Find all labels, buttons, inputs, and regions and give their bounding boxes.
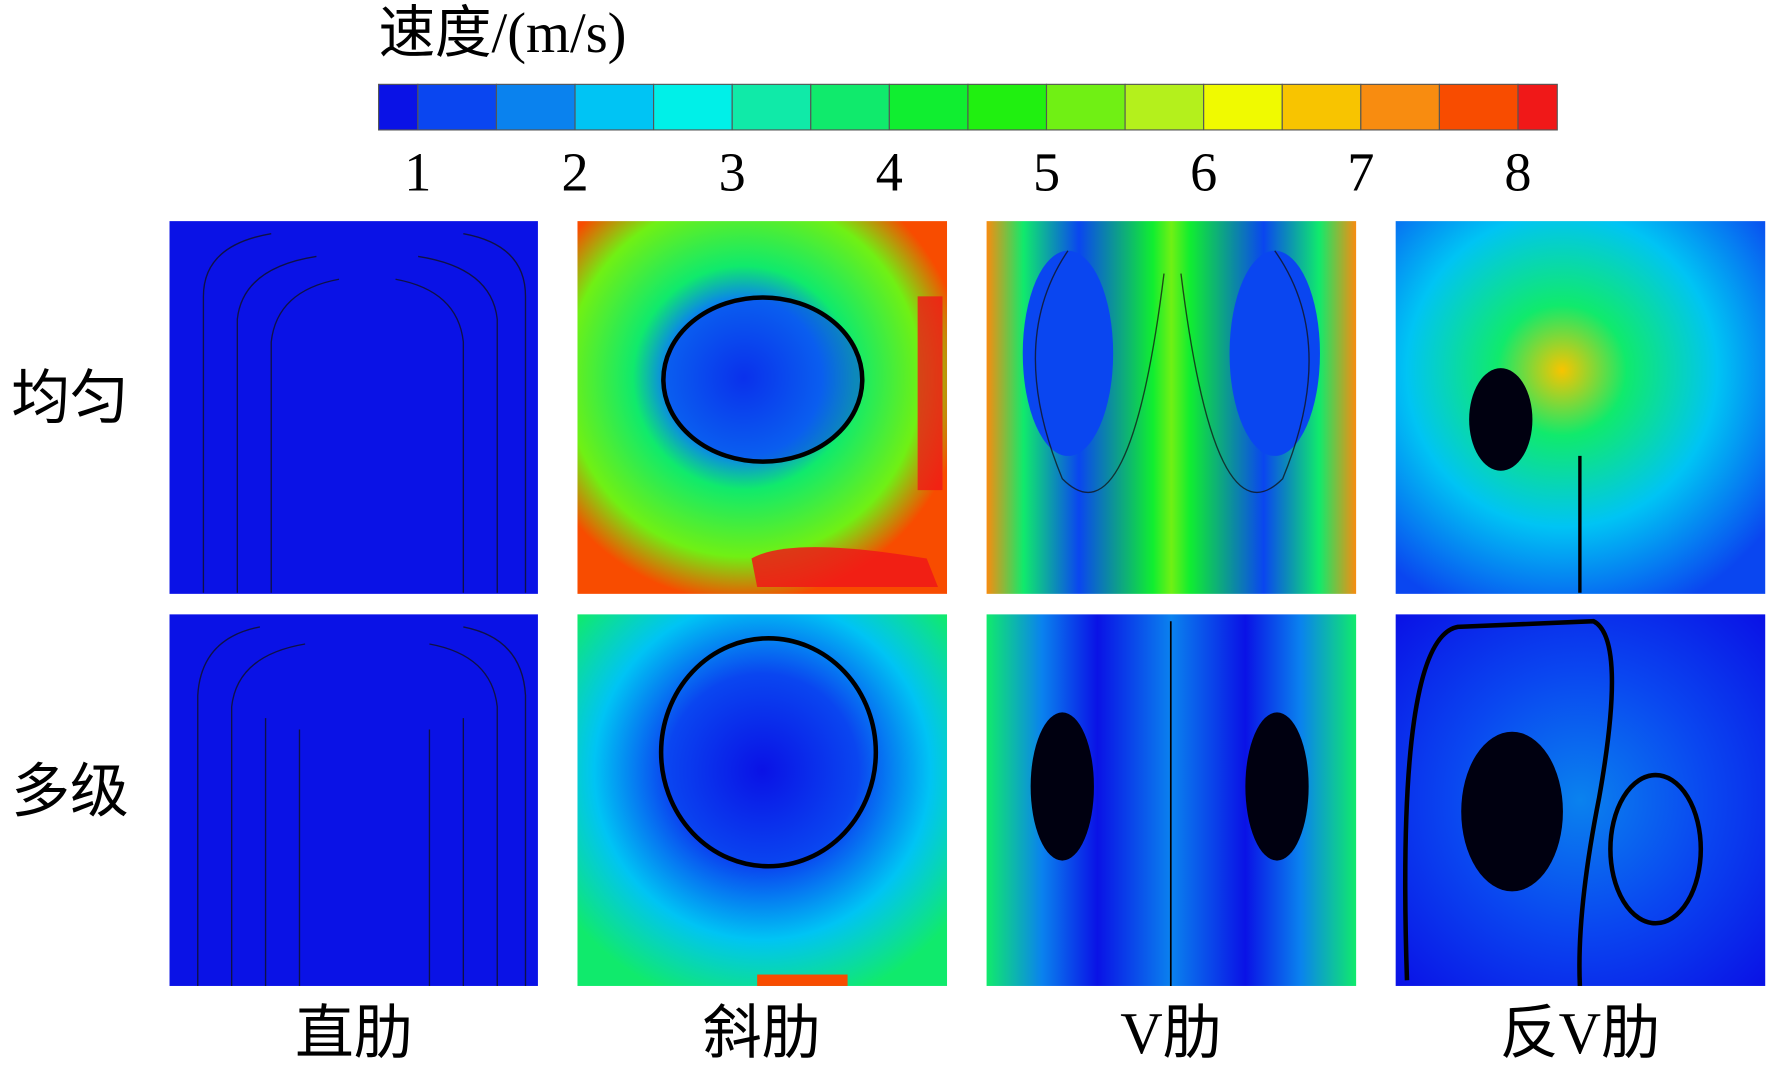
panel bbox=[169, 614, 538, 986]
colorbar-segment bbox=[1203, 83, 1283, 131]
vortex bbox=[663, 297, 863, 462]
colorbar-tick-label: 6 bbox=[1190, 141, 1217, 202]
colorbar-segment bbox=[1045, 83, 1126, 131]
vortex bbox=[661, 295, 865, 464]
panel bbox=[577, 614, 948, 986]
colorbar-tick-label: 8 bbox=[1504, 141, 1531, 202]
column-label: 反V肋 bbox=[1500, 1000, 1660, 1066]
vortex bbox=[1461, 731, 1563, 892]
vortex bbox=[1469, 368, 1533, 471]
panels bbox=[169, 221, 1766, 987]
column-label: 斜肋 bbox=[703, 1000, 821, 1066]
vortex bbox=[1608, 772, 1704, 926]
colorbar-tick-label: 7 bbox=[1347, 141, 1374, 202]
colorbar-segment bbox=[495, 83, 576, 131]
vortex bbox=[658, 636, 879, 869]
vortex bbox=[1030, 712, 1094, 861]
vortex bbox=[1245, 712, 1309, 861]
colorbar-tick-label: 1 bbox=[404, 141, 431, 202]
colorbar-segment bbox=[888, 83, 969, 131]
panel bbox=[169, 221, 538, 594]
colorbar-segment bbox=[810, 83, 890, 131]
vortex bbox=[1229, 250, 1320, 456]
streamlines bbox=[202, 232, 527, 593]
colorbar: 1 2 3 4 5 6 7 8 bbox=[378, 83, 1558, 202]
colorbar-segment bbox=[1360, 83, 1440, 131]
colorbar-segment bbox=[1517, 83, 1558, 131]
row-label: 均匀 bbox=[11, 365, 129, 431]
separatrix bbox=[1402, 618, 1615, 987]
colorbar-segment bbox=[417, 83, 498, 131]
vortex bbox=[1022, 250, 1114, 456]
colorbar-title: 速度/(m/s) bbox=[379, 2, 627, 65]
colorbar-segment bbox=[967, 83, 1048, 131]
column-label: V肋 bbox=[1120, 1000, 1221, 1066]
streamlines bbox=[1034, 250, 1310, 493]
colorbar-tick-label: 2 bbox=[561, 141, 588, 202]
colorbar-tick-label: 4 bbox=[876, 141, 903, 202]
streamlines bbox=[197, 626, 527, 986]
column-label: 直肋 bbox=[295, 1000, 413, 1066]
colorbar-segment bbox=[1124, 83, 1205, 131]
colorbar-tick-label: 5 bbox=[1033, 141, 1060, 202]
colorbar-segment bbox=[574, 83, 655, 131]
colorbar-segment bbox=[378, 83, 419, 131]
colorbar-segment bbox=[731, 83, 812, 131]
hot-zone bbox=[917, 296, 943, 491]
row-label: 多级 bbox=[11, 758, 129, 824]
colorbar-tick-label: 3 bbox=[719, 141, 746, 202]
hot-zone bbox=[751, 547, 938, 588]
colorbar-segment bbox=[1281, 83, 1362, 131]
hot-zone bbox=[757, 974, 848, 986]
colorbar-segment bbox=[653, 83, 733, 131]
colorbar-segment bbox=[1438, 83, 1519, 131]
